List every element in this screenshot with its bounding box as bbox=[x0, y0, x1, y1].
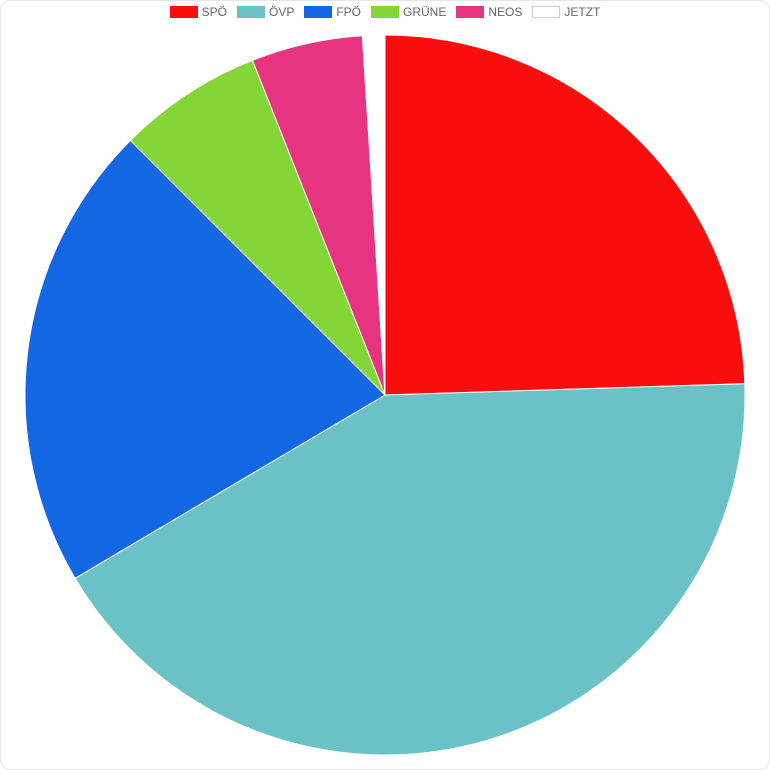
legend-swatch bbox=[456, 6, 484, 18]
legend-label: JETZT bbox=[564, 5, 600, 19]
chart-card: SPÖ ÖVP FPÖ GRÜNE NEOS JETZT bbox=[0, 0, 770, 770]
legend-label: FPÖ bbox=[336, 5, 361, 19]
legend-item-spö: SPÖ bbox=[170, 5, 227, 19]
legend-item-övp: ÖVP bbox=[237, 5, 294, 19]
pie-chart bbox=[20, 30, 750, 760]
legend-swatch bbox=[532, 6, 560, 18]
legend-swatch bbox=[371, 6, 399, 18]
legend-label: ÖVP bbox=[269, 5, 294, 19]
legend-item-grüne: GRÜNE bbox=[371, 5, 446, 19]
legend-item-fpö: FPÖ bbox=[304, 5, 361, 19]
legend-swatch bbox=[237, 6, 265, 18]
legend-label: GRÜNE bbox=[403, 5, 446, 19]
legend: SPÖ ÖVP FPÖ GRÜNE NEOS JETZT bbox=[1, 1, 769, 19]
legend-swatch bbox=[170, 6, 198, 18]
legend-label: SPÖ bbox=[202, 5, 227, 19]
pie-slice-spö bbox=[385, 35, 745, 395]
legend-swatch bbox=[304, 6, 332, 18]
legend-item-jetzt: JETZT bbox=[532, 5, 600, 19]
pie-container bbox=[1, 29, 769, 761]
legend-label: NEOS bbox=[488, 5, 522, 19]
legend-item-neos: NEOS bbox=[456, 5, 522, 19]
